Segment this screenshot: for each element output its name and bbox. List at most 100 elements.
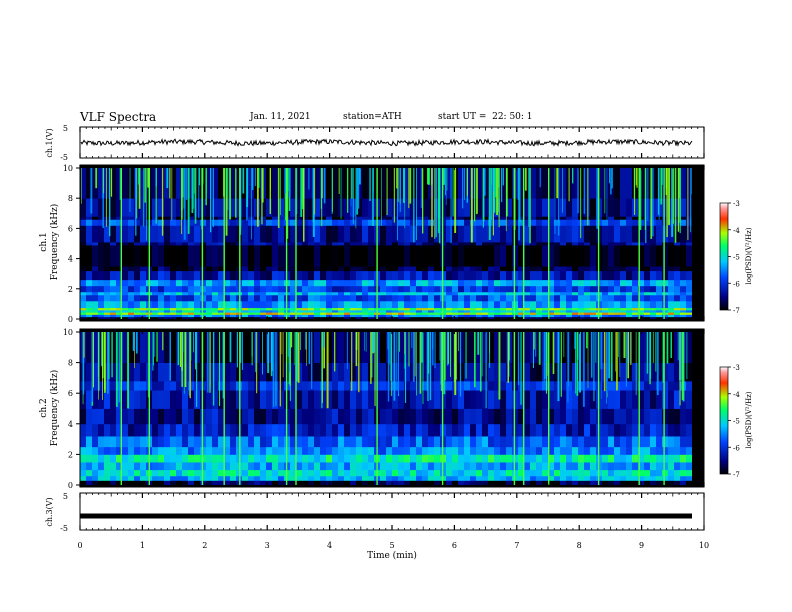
ch1-spec-band-3	[494, 309, 501, 313]
ch2-spec-band-7	[80, 423, 87, 437]
ch2-spec-band-12	[662, 332, 669, 363]
ch1-spec-band-10	[530, 270, 537, 281]
ch2-spec-band-5	[578, 446, 585, 455]
ch1-spec-band-8	[242, 285, 249, 293]
ch2-spec-band-10	[464, 380, 471, 391]
ch2-spec-streak	[414, 332, 416, 377]
ch2-spec-band-6	[152, 436, 159, 448]
ch2-spec-band-5	[416, 446, 423, 455]
ch1-spec-band-8	[686, 285, 692, 293]
ch1-spec-band-10	[434, 270, 441, 281]
ch1-spec-band-6	[506, 294, 513, 302]
ch1-spec-band-2	[518, 312, 525, 315]
ch1-spec-band-4	[290, 307, 297, 311]
ch2-spec-band-4	[134, 454, 141, 463]
ch2-spec-band-2	[152, 469, 159, 477]
ch1-spec-band-11	[662, 266, 669, 272]
ch1-spec-band-14	[332, 225, 339, 243]
ch1-spec-band-10	[98, 270, 105, 281]
ch1-spec-band-17	[266, 198, 273, 217]
ch2-spec-band-9	[86, 390, 93, 409]
ch2-spec-band-1	[614, 475, 621, 481]
ch1-spec-band-17	[464, 198, 471, 217]
ch2-spec-band-7	[668, 423, 675, 437]
ch2-spec-band-10	[206, 380, 213, 391]
ch1-spec-band-15	[500, 219, 507, 226]
ch2-spec-band-0	[116, 480, 123, 485]
ch2-spec-band-9	[458, 390, 465, 409]
ch1-spec-band-0	[656, 316, 663, 319]
ch2-spec-band-8	[272, 408, 279, 425]
ch2-spec-band-11	[422, 362, 429, 382]
ch1-spec-band-9	[368, 279, 375, 287]
ch2-spec-streak	[517, 332, 520, 386]
ch1-spec-band-3	[380, 309, 387, 313]
ch1-spec-band-6	[644, 294, 651, 302]
ch2-spec-band-12	[494, 332, 501, 363]
ch1-spec-streak	[340, 168, 342, 219]
ch1-spec-band-1	[674, 314, 681, 318]
ch1-spec-band-9	[512, 279, 519, 287]
ch2-spec-band-3	[278, 462, 285, 471]
ch1-spec-band-15	[542, 219, 549, 226]
ch2-spec-band-1	[572, 475, 579, 481]
ch2-spec-band-8	[86, 408, 93, 425]
ch2-spec-band-6	[368, 436, 375, 448]
ch1-spec-band-6	[548, 294, 555, 302]
ch1-spec-band-0	[152, 316, 159, 319]
ch2-spec-band-4	[638, 454, 645, 463]
ch2-spec-band-3	[632, 462, 639, 471]
ch1-spec-band-5	[254, 300, 261, 309]
ch1-spec-streak	[427, 168, 429, 185]
ch2-spec-band-8	[668, 408, 675, 425]
ch1-spec-streak	[193, 168, 195, 209]
ch2-spec-band-11	[524, 362, 531, 382]
ch2-spec-band-7	[182, 423, 189, 437]
ch1-spec-band-17	[104, 198, 111, 217]
ch1-spec-band-15	[386, 219, 393, 226]
ch1-spec-band-1	[626, 314, 633, 318]
ch2-spec-band-11	[122, 362, 129, 382]
ch2-spec-band-4	[158, 454, 165, 463]
ch2-colorbar-label: log(PSD)(V²/Hz)	[745, 391, 753, 448]
ch2-spec-band-8	[266, 408, 273, 425]
ch1-spec-band-7	[134, 291, 141, 296]
ch2-spec-band-12	[446, 332, 453, 363]
ch1-spec-band-16	[680, 216, 687, 220]
ch2-spec-band-12	[326, 332, 333, 363]
ch1-spec-band-11	[368, 266, 375, 272]
ch1-spec-band-16	[434, 216, 441, 220]
ch2-spec-sferic-8	[441, 332, 444, 485]
ch2-spec-band-12	[248, 332, 255, 363]
ch1-spec-band-4	[626, 307, 633, 311]
ch1-spec-band-1	[272, 314, 279, 318]
ch2-spec-band-12	[272, 332, 279, 363]
ch1-spec-band-0	[104, 316, 111, 319]
ch1-spec-band-16	[644, 216, 651, 220]
ch1-spec-band-12	[590, 245, 597, 267]
ch1-spec-band-6	[476, 294, 483, 302]
ch2-spec-band-7	[386, 423, 393, 437]
ch2-spec-band-6	[356, 436, 363, 448]
ch1-spec-band-12	[398, 245, 405, 267]
ch2-spec-band-11	[674, 362, 681, 382]
ch2-spec-band-6	[170, 436, 177, 448]
ch1-spec-band-10	[686, 270, 692, 281]
ch2-spec-band-8	[620, 408, 627, 425]
ch1-spec-band-8	[176, 285, 183, 293]
ch1-spec-band-0	[254, 316, 261, 319]
ch2-spec-band-4	[668, 454, 675, 463]
ch1-waveform-panel: 5 -5 ch.1(V)	[45, 124, 705, 162]
ch1-spec-band-18	[290, 168, 297, 199]
ch1-spec-band-14	[530, 225, 537, 243]
ch2-spec-band-0	[590, 480, 597, 485]
ch1-spec-streak	[677, 168, 680, 232]
ch1-spec-band-13	[110, 241, 117, 246]
ch1-spec-streak	[323, 168, 326, 204]
ch1-spec-band-14	[656, 225, 663, 243]
ch2-spec-band-12	[488, 332, 495, 363]
ch1-spec-band-8	[488, 285, 495, 293]
ch2-spec-band-4	[164, 454, 171, 463]
ch2-spec-streak	[184, 332, 187, 388]
ch2-spec-streak	[290, 332, 293, 348]
